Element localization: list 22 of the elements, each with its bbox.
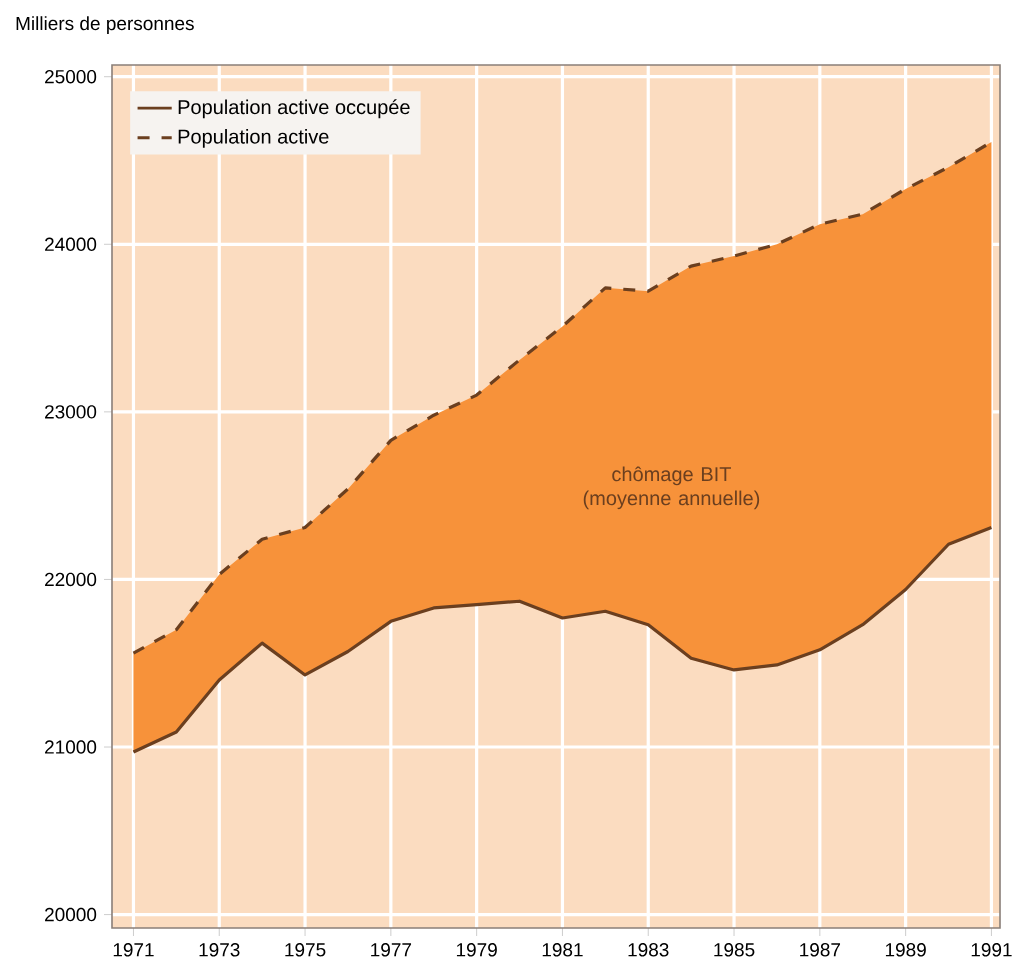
legend-label: Population active xyxy=(178,129,329,148)
y-axis-title: Milliers de personnes xyxy=(16,16,194,34)
y-tick-label: 20000 xyxy=(45,907,97,922)
x-tick-label: 1987 xyxy=(800,943,841,957)
y-tick-label: 22000 xyxy=(45,572,97,587)
x-tick-label: 1985 xyxy=(714,943,755,957)
x-tick-label: 1971 xyxy=(113,943,154,957)
y-tick-label: 23000 xyxy=(45,405,97,419)
x-tick-label: 1977 xyxy=(371,943,412,957)
x-tick-label: 1973 xyxy=(199,943,240,957)
y-tick-label: 25000 xyxy=(45,69,97,84)
legend-label: Population active occupée xyxy=(178,99,410,119)
line-series xyxy=(131,525,994,754)
x-tick-label: 1989 xyxy=(885,943,926,957)
x-tick-label: 1983 xyxy=(628,943,669,957)
annotation: chômage BIT (moyenne annuelle) xyxy=(583,466,760,510)
y-tick-label: 24000 xyxy=(45,237,97,252)
x-tick-label: 1979 xyxy=(456,943,497,957)
x-tick-label: 1981 xyxy=(542,943,583,957)
y-tick-label: 21000 xyxy=(45,740,97,754)
x-tick-label: 1991 xyxy=(971,943,1012,957)
x-tick-label: 1975 xyxy=(285,943,326,957)
